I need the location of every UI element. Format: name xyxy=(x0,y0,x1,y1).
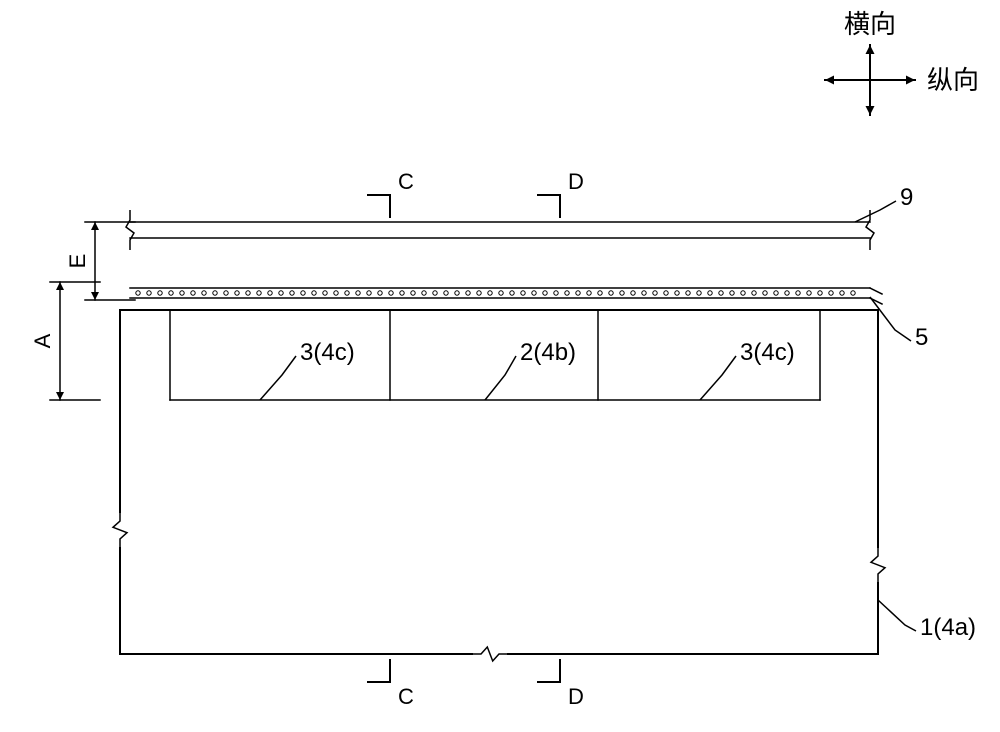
section-mark-C-bottom xyxy=(368,660,390,682)
section-mark-D-top xyxy=(538,195,560,217)
callout-label-4: 2(4b) xyxy=(520,339,576,366)
section-label-D-bottom: D xyxy=(568,684,584,709)
section-label-D-top: D xyxy=(568,169,584,194)
callout-label-0: 9 xyxy=(900,184,913,211)
callout-2(4b) xyxy=(485,356,516,400)
callout-9 xyxy=(855,201,896,222)
callout-label-1: 5 xyxy=(915,324,928,351)
section-mark-D-bottom xyxy=(538,660,560,682)
dimension-E xyxy=(85,222,135,300)
upper-bar xyxy=(130,222,870,238)
section-label-C-bottom: C xyxy=(398,684,414,709)
compass-label-vertical: 横向 xyxy=(844,9,896,39)
dimension-label-A: A xyxy=(30,333,55,348)
callout-label-5: 3(4c) xyxy=(740,339,795,366)
dotted-bar xyxy=(130,288,882,304)
compass-label-horizontal: 纵向 xyxy=(927,65,979,95)
direction-compass xyxy=(825,45,915,115)
callout-3(4c) xyxy=(700,356,736,400)
dimension-label-E: E xyxy=(65,254,90,269)
callout-label-3: 3(4c) xyxy=(300,339,355,366)
callout-1(4a) xyxy=(878,600,916,631)
callout-label-2: 1(4a) xyxy=(920,614,976,641)
section-label-C-top: C xyxy=(398,169,414,194)
callout-3(4c) xyxy=(260,356,296,400)
callout-5 xyxy=(870,297,911,341)
section-mark-C-top xyxy=(368,195,390,217)
